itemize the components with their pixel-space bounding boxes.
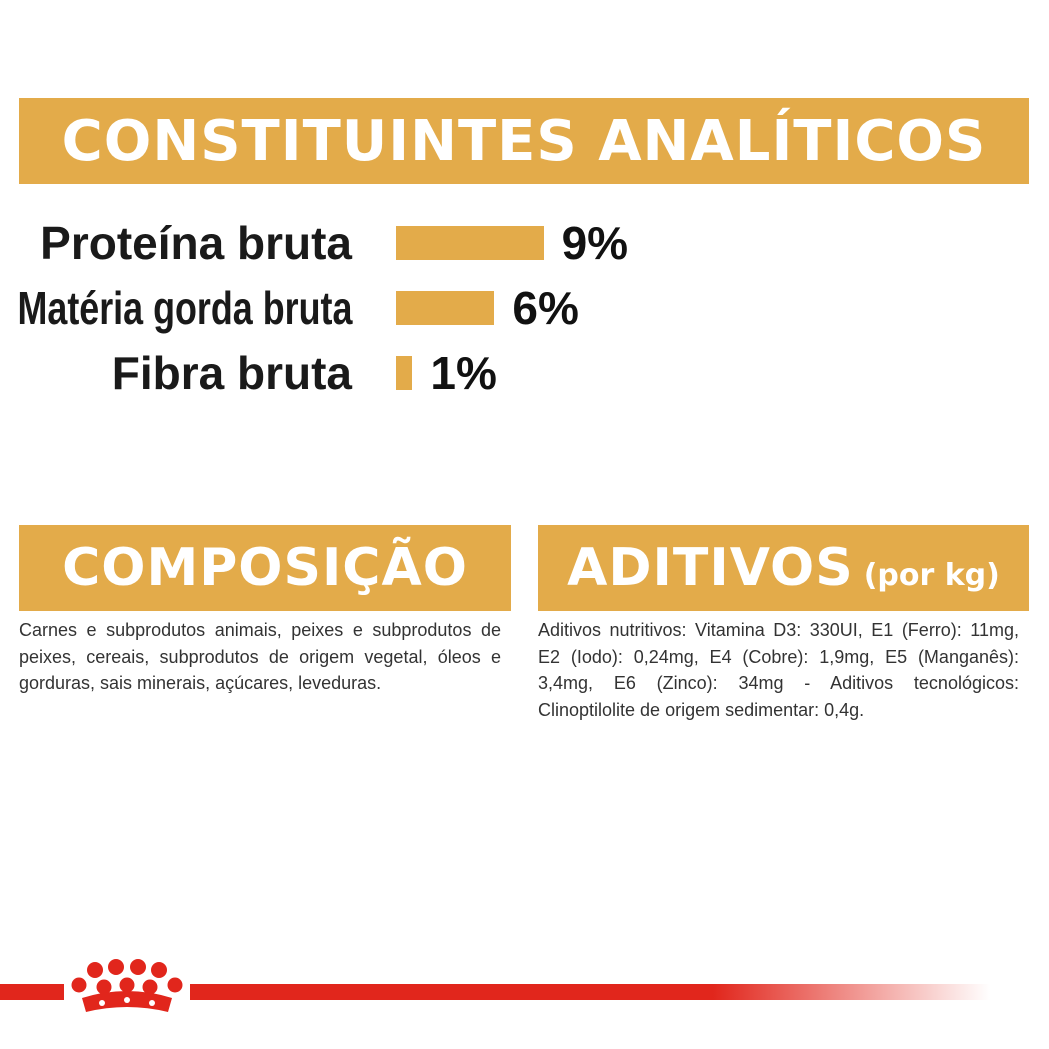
composition-title: COMPOSIÇÃO bbox=[62, 538, 468, 598]
analytic-value: 1% bbox=[430, 347, 497, 399]
analytic-bar bbox=[396, 356, 413, 390]
footer-stripe bbox=[0, 984, 990, 1000]
additives-subtitle: (por kg) bbox=[863, 557, 1000, 593]
crown-logo-icon bbox=[64, 958, 190, 1020]
composition-banner: COMPOSIÇÃO bbox=[19, 525, 511, 611]
analytics-title: CONSTITUINTES ANALÍTICOS bbox=[61, 108, 987, 174]
analytic-bar bbox=[396, 291, 495, 325]
composition-text: Carnes e subprodutos animais, peixes e s… bbox=[19, 620, 501, 693]
analytic-row-fiber: Fibra bruta 1% bbox=[0, 343, 1049, 403]
analytic-value: 9% bbox=[561, 217, 629, 269]
analytics-banner: CONSTITUINTES ANALÍTICOS bbox=[19, 98, 1029, 184]
additives-text: Aditivos nutritivos: Vitamina D3: 330UI,… bbox=[538, 620, 1019, 720]
additives-title: ADITIVOS bbox=[567, 538, 854, 598]
analytic-bar bbox=[396, 226, 544, 260]
analytic-value: 6% bbox=[512, 282, 579, 334]
analytic-row-fat: Matéria gorda bruta 6% bbox=[0, 278, 1049, 338]
analytic-label: Matéria gorda bruta bbox=[17, 282, 352, 334]
analytic-label: Proteína bruta bbox=[40, 217, 352, 269]
additives-banner: ADITIVOS (por kg) bbox=[538, 525, 1029, 611]
analytic-row-protein: Proteína bruta 9% bbox=[0, 213, 1049, 273]
analytic-label: Fibra bruta bbox=[111, 347, 352, 399]
